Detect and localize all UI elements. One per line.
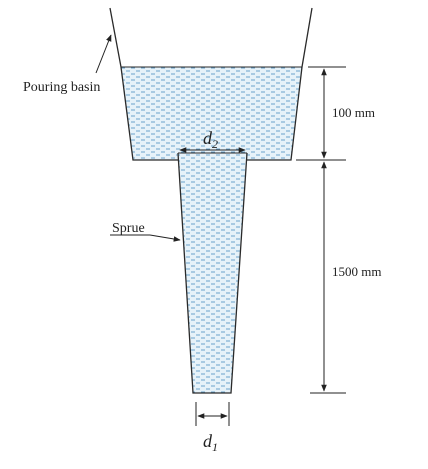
liquid-fill xyxy=(121,67,302,160)
sprue-outline xyxy=(177,152,248,394)
sprue-label: Sprue xyxy=(112,221,145,236)
sprue-height-label: 1500 mm xyxy=(332,264,381,279)
sprue-leader-line xyxy=(149,234,181,242)
basin-height-label: 100 mm xyxy=(332,105,375,120)
sprue-liquid-fill xyxy=(178,153,247,393)
d1-label: d1 xyxy=(203,431,218,454)
pouring-basin-label: Pouring basin xyxy=(23,80,100,95)
d2-label: d2 xyxy=(203,128,218,151)
pouring-basin-leader-line xyxy=(95,34,112,74)
pouring-basin-outline-right xyxy=(247,7,313,161)
pouring-basin-outline xyxy=(109,7,178,161)
